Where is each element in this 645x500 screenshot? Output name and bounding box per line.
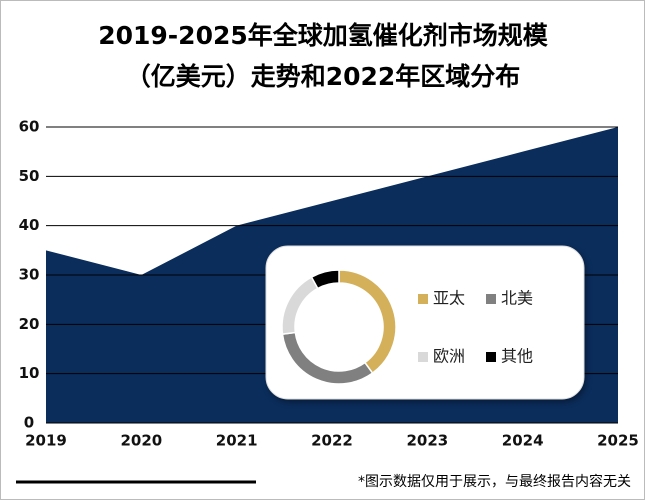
- legend-swatch: [486, 352, 496, 362]
- y-tick-label: 60: [19, 118, 40, 136]
- legend-label: 欧洲: [433, 347, 465, 366]
- legend-label: 北美: [501, 289, 533, 308]
- x-tick-label: 2020: [120, 432, 162, 450]
- footnote: *图示数据仅用于展示，与最终报告内容无关: [358, 473, 631, 490]
- y-tick-label: 0: [24, 414, 34, 432]
- y-tick-label: 30: [19, 266, 40, 284]
- y-tick-label: 50: [19, 167, 40, 185]
- inset-panel: [265, 245, 585, 400]
- legend-label: 亚太: [433, 289, 465, 308]
- x-tick-label: 2025: [597, 432, 639, 450]
- chart-title: 2019-2025年全球加氢催化剂市场规模: [98, 21, 549, 50]
- y-tick-label: 10: [19, 364, 40, 382]
- x-tick-label: 2023: [406, 432, 448, 450]
- x-tick-label: 2019: [25, 432, 67, 450]
- y-tick-label: 40: [19, 216, 40, 234]
- x-tick-label: 2021: [216, 432, 258, 450]
- chart-title: （亿美元）走势和2022年区域分布: [126, 62, 521, 91]
- legend-label: 其他: [501, 347, 533, 366]
- legend-swatch: [418, 352, 428, 362]
- x-tick-label: 2022: [311, 432, 353, 450]
- x-tick-label: 2024: [502, 432, 544, 450]
- donut-slice: [310, 269, 340, 290]
- y-tick-label: 20: [19, 315, 40, 333]
- legend-swatch: [418, 294, 428, 304]
- legend-swatch: [486, 294, 496, 304]
